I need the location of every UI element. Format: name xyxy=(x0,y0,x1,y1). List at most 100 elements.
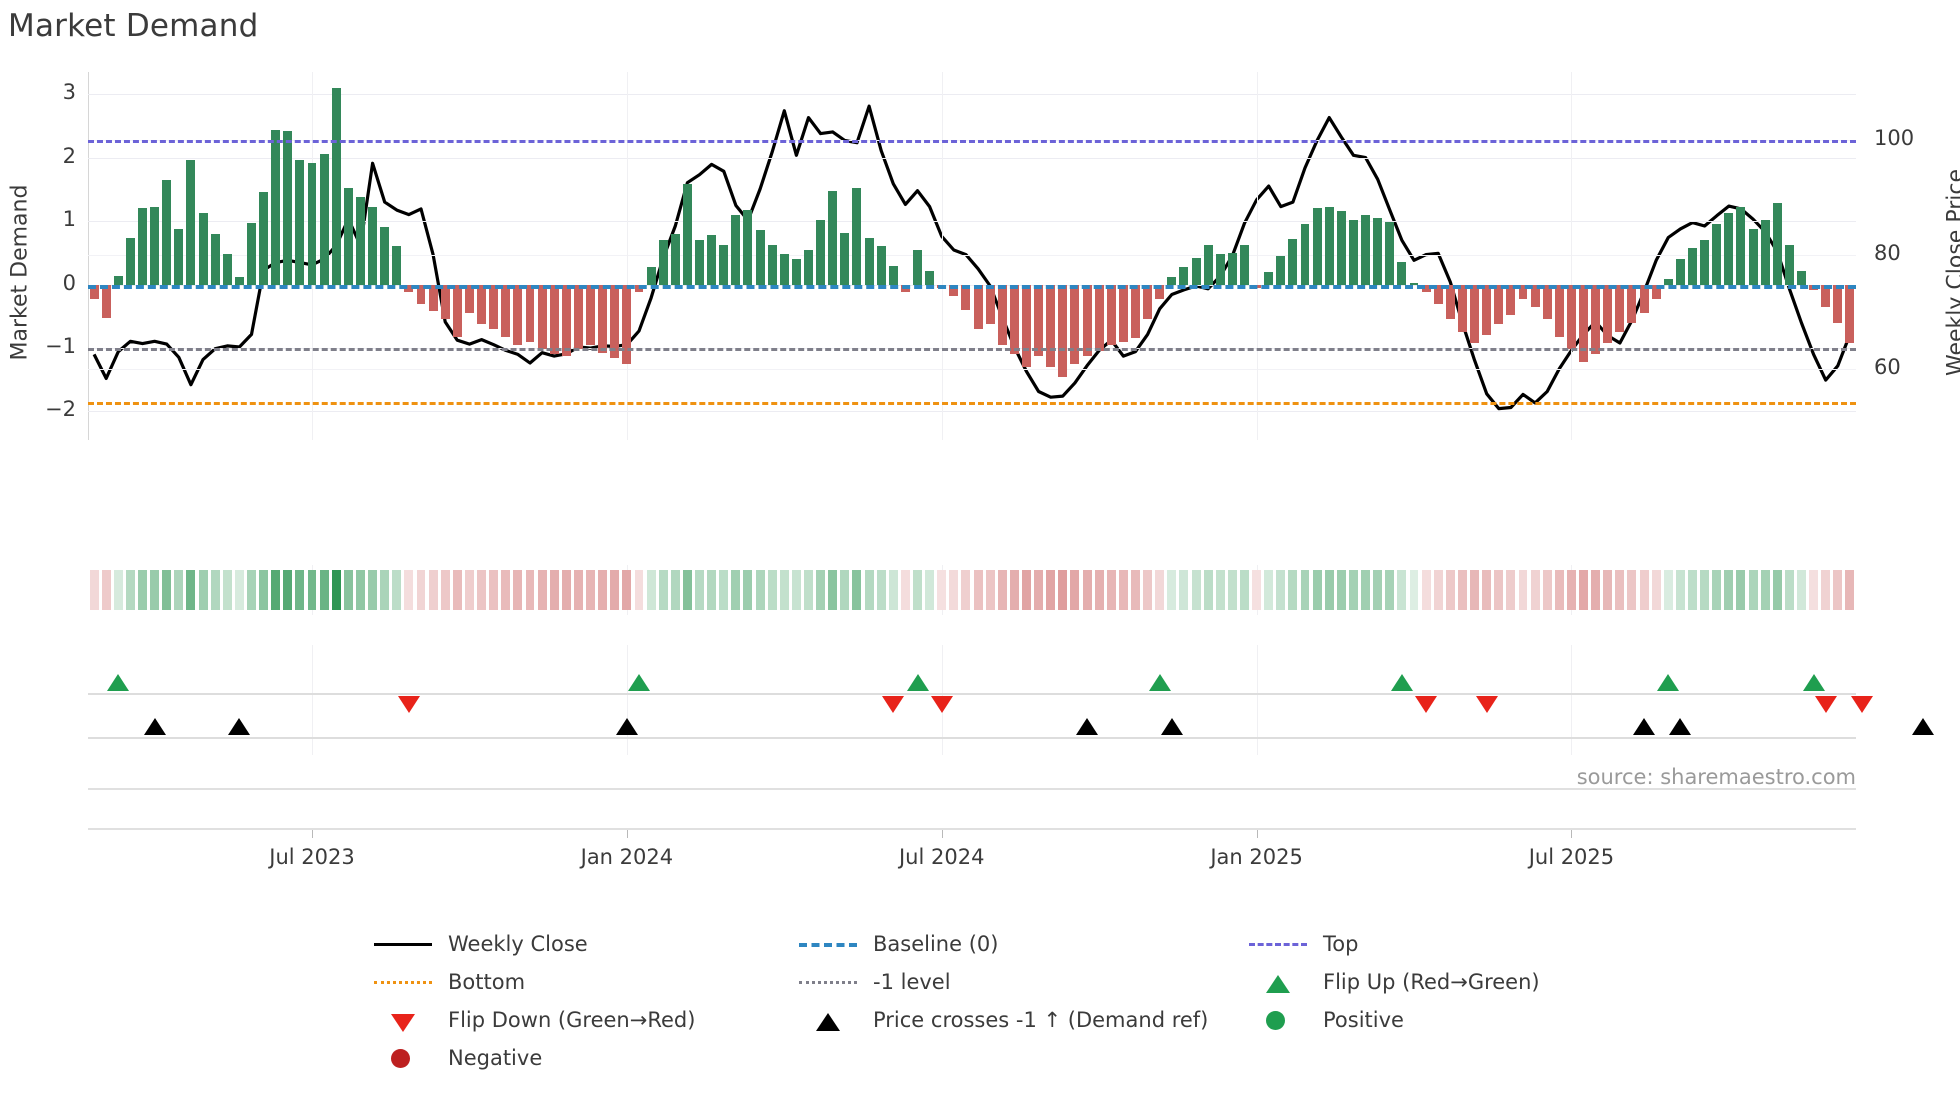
demand-bar xyxy=(840,232,850,285)
signal-marker-rows xyxy=(88,645,1934,755)
gridline-x xyxy=(1571,645,1573,755)
weekly-close-polyline xyxy=(92,104,1852,411)
intensity-cell xyxy=(1518,570,1528,610)
intensity-cell xyxy=(174,570,184,610)
reference-line-baseline-0 xyxy=(88,284,1856,289)
intensity-cell xyxy=(561,570,571,610)
reference-line-bottom xyxy=(88,401,1856,405)
gridline-x xyxy=(312,645,314,755)
intensity-cell xyxy=(307,570,317,610)
intensity-cell xyxy=(1784,570,1794,610)
legend-label: Negative xyxy=(448,1046,543,1070)
solid-line-icon xyxy=(372,934,434,954)
intensity-cell xyxy=(695,570,704,610)
demand-bar xyxy=(452,284,462,337)
demand-bar xyxy=(1106,284,1116,345)
demand-bar xyxy=(307,162,317,285)
legend-item-minus-1-level[interactable]: -1 level xyxy=(797,970,1247,994)
demand-bar xyxy=(622,284,632,364)
demand-bar xyxy=(234,276,244,285)
intensity-cell xyxy=(477,570,487,610)
demand-bar xyxy=(513,284,523,346)
triangle-down-icon xyxy=(372,1010,434,1032)
intensity-cell xyxy=(162,570,172,610)
demand-bar xyxy=(125,237,135,285)
gridline-y xyxy=(88,411,1856,413)
intensity-cell xyxy=(1833,570,1843,610)
intensity-cell xyxy=(634,570,644,610)
demand-bar xyxy=(222,254,232,285)
legend-item-flip-down[interactable]: Flip Down (Green→Red) xyxy=(372,1008,797,1032)
demand-bar xyxy=(876,246,886,285)
intensity-cell xyxy=(1566,570,1576,610)
intensity-cell xyxy=(598,570,608,610)
triangle-up-icon xyxy=(1247,972,1309,993)
demand-bar xyxy=(380,226,390,285)
intensity-cell xyxy=(380,570,390,610)
intensity-cell xyxy=(1118,570,1128,610)
demand-bar xyxy=(1094,284,1104,352)
gridline-x xyxy=(941,72,943,440)
intensity-cell xyxy=(1651,570,1661,610)
intensity-cell xyxy=(1530,570,1540,610)
intensity-cell xyxy=(864,570,874,610)
y-tick-left: 2 xyxy=(62,143,76,168)
demand-bar xyxy=(1579,284,1588,362)
intensity-cell xyxy=(1264,570,1274,610)
demand-bar xyxy=(1821,284,1831,307)
x-tick-mark xyxy=(626,828,628,838)
intensity-cell xyxy=(549,570,559,610)
demand-bar xyxy=(682,183,692,285)
demand-bar xyxy=(186,160,196,285)
intensity-cell xyxy=(670,570,680,610)
circle-icon xyxy=(372,1048,434,1068)
demand-bar xyxy=(355,196,365,285)
legend-item-top[interactable]: Top xyxy=(1247,932,1602,956)
demand-bar xyxy=(271,130,281,285)
demand-bar xyxy=(1518,284,1528,299)
demand-bar xyxy=(610,284,620,359)
legend-label: -1 level xyxy=(873,970,951,994)
demand-bar xyxy=(259,191,269,285)
intensity-cell xyxy=(89,570,99,610)
demand-bar xyxy=(828,190,838,285)
demand-bar xyxy=(1736,207,1746,285)
intensity-cell xyxy=(1276,570,1286,610)
intensity-cell xyxy=(1433,570,1443,610)
intensity-cell xyxy=(586,570,596,610)
legend-item-weekly-close[interactable]: Weekly Close xyxy=(372,932,797,956)
intensity-cell xyxy=(1409,570,1419,610)
flip-up-marker xyxy=(906,674,929,691)
demand-bar xyxy=(1361,214,1371,285)
price-cross-marker xyxy=(1076,718,1099,735)
intensity-cell xyxy=(1797,570,1806,610)
legend-item-negative[interactable]: Negative xyxy=(372,1046,797,1070)
demand-bar xyxy=(1566,284,1576,350)
demand-bar xyxy=(779,254,789,285)
legend-item-price-cross[interactable]: Price crosses -1 ↑ (Demand ref) xyxy=(797,1008,1247,1032)
intensity-cell xyxy=(404,570,414,610)
demand-bar xyxy=(1022,284,1031,368)
demand-bar xyxy=(1482,284,1492,336)
legend-item-positive[interactable]: Positive xyxy=(1247,1008,1602,1032)
demand-bar xyxy=(707,235,717,285)
intensity-cell xyxy=(501,570,511,610)
demand-bar xyxy=(1155,284,1165,299)
marker-row-baseline xyxy=(88,737,1856,739)
legend-item-bottom[interactable]: Bottom xyxy=(372,970,797,994)
legend-item-flip-up[interactable]: Flip Up (Red→Green) xyxy=(1247,970,1602,994)
intensity-cell xyxy=(1627,570,1637,610)
intensity-cell xyxy=(840,570,850,610)
intensity-cell xyxy=(1470,570,1480,610)
x-tick-mark xyxy=(1571,828,1573,838)
demand-bar xyxy=(1542,284,1552,320)
demand-bar xyxy=(1397,261,1407,285)
demand-bar xyxy=(1034,284,1044,356)
legend-item-baseline[interactable]: Baseline (0) xyxy=(797,932,1247,956)
intensity-cell xyxy=(1542,570,1552,610)
y-tick-left: 3 xyxy=(62,80,76,105)
intensity-cell xyxy=(1336,570,1346,610)
demand-bar xyxy=(1433,284,1443,304)
x-tick-label: Jan 2025 xyxy=(1210,845,1303,869)
